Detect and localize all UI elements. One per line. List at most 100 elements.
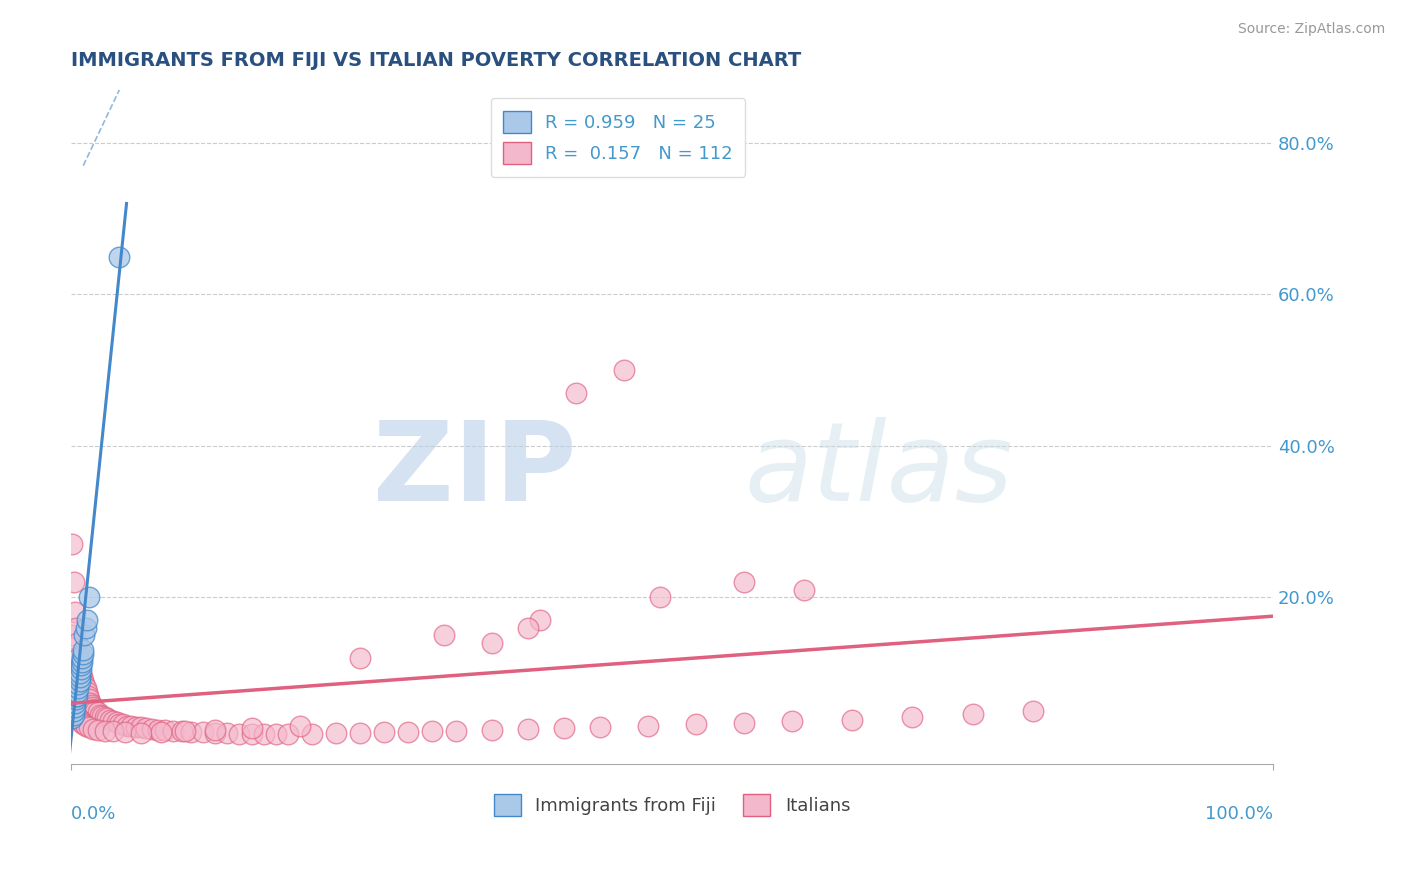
Point: [72, 698, 94, 712]
Point: [65, 621, 87, 635]
Point: [76, 685, 98, 699]
Point: [96, 711, 118, 725]
Point: [65, 692, 87, 706]
Point: [72, 673, 94, 688]
Point: [115, 719, 138, 733]
Point: [180, 725, 202, 739]
Point: [77, 689, 100, 703]
Point: [66, 685, 89, 699]
Point: [65, 708, 87, 723]
Point: [141, 722, 163, 736]
Point: [70, 692, 93, 706]
Point: [277, 726, 299, 740]
Point: [228, 726, 250, 740]
Point: [481, 723, 503, 737]
Point: [170, 724, 193, 739]
Point: [67, 650, 90, 665]
Point: [553, 721, 575, 735]
Point: [146, 723, 169, 737]
Point: [75, 719, 97, 733]
Point: [62, 628, 84, 642]
Point: [782, 714, 804, 729]
Point: [733, 575, 755, 590]
Point: [72, 643, 94, 657]
Point: [325, 726, 347, 740]
Point: [75, 621, 97, 635]
Point: [63, 696, 86, 710]
Point: [69, 689, 91, 703]
Point: [420, 724, 443, 739]
Point: [69, 670, 91, 684]
Point: [240, 721, 263, 735]
Point: [76, 613, 98, 627]
Point: [349, 650, 371, 665]
Point: [135, 721, 157, 735]
Text: ZIP: ZIP: [373, 417, 576, 524]
Point: [67, 685, 90, 699]
Point: [94, 723, 117, 738]
Point: [529, 613, 551, 627]
Point: [217, 726, 239, 740]
Point: [301, 726, 323, 740]
Point: [204, 723, 226, 737]
Point: [65, 673, 87, 688]
Point: [70, 670, 93, 684]
Point: [86, 723, 108, 737]
Point: [433, 628, 456, 642]
Point: [125, 721, 148, 735]
Point: [69, 665, 91, 680]
Point: [962, 706, 984, 721]
Point: [120, 719, 142, 733]
Point: [565, 385, 588, 400]
Point: [66, 635, 89, 649]
Point: [685, 717, 707, 731]
Point: [444, 723, 467, 738]
Point: [72, 647, 94, 661]
Point: [193, 725, 215, 739]
Point: [204, 726, 226, 740]
Point: [153, 723, 176, 737]
Point: [637, 719, 659, 733]
Point: [349, 726, 371, 740]
Point: [62, 707, 84, 722]
Point: [516, 621, 538, 635]
Point: [613, 363, 636, 377]
Point: [82, 700, 104, 714]
Point: [63, 700, 86, 714]
Point: [65, 689, 87, 703]
Point: [67, 681, 90, 695]
Point: [70, 715, 93, 730]
Point: [77, 721, 100, 735]
Legend: Immigrants from Fiji, Italians: Immigrants from Fiji, Italians: [486, 787, 858, 823]
Point: [69, 673, 91, 688]
Point: [84, 704, 107, 718]
Point: [396, 725, 419, 739]
Point: [70, 658, 93, 673]
Point: [288, 719, 311, 733]
Point: [89, 707, 111, 722]
Point: [69, 713, 91, 727]
Point: [91, 709, 114, 723]
Point: [264, 726, 287, 740]
Point: [70, 662, 93, 676]
Point: [252, 726, 274, 740]
Point: [793, 582, 815, 597]
Point: [516, 722, 538, 736]
Point: [70, 665, 93, 680]
Point: [373, 725, 395, 739]
Point: [66, 689, 89, 703]
Point: [174, 724, 197, 739]
Point: [103, 714, 125, 729]
Point: [72, 717, 94, 731]
Point: [589, 721, 612, 735]
Point: [67, 711, 90, 725]
Point: [70, 655, 93, 669]
Text: IMMIGRANTS FROM FIJI VS ITALIAN POVERTY CORRELATION CHART: IMMIGRANTS FROM FIJI VS ITALIAN POVERTY …: [72, 51, 801, 70]
Point: [150, 725, 173, 739]
Point: [114, 725, 136, 739]
Point: [98, 713, 121, 727]
Point: [83, 702, 105, 716]
Point: [77, 692, 100, 706]
Point: [901, 710, 924, 724]
Point: [108, 250, 131, 264]
